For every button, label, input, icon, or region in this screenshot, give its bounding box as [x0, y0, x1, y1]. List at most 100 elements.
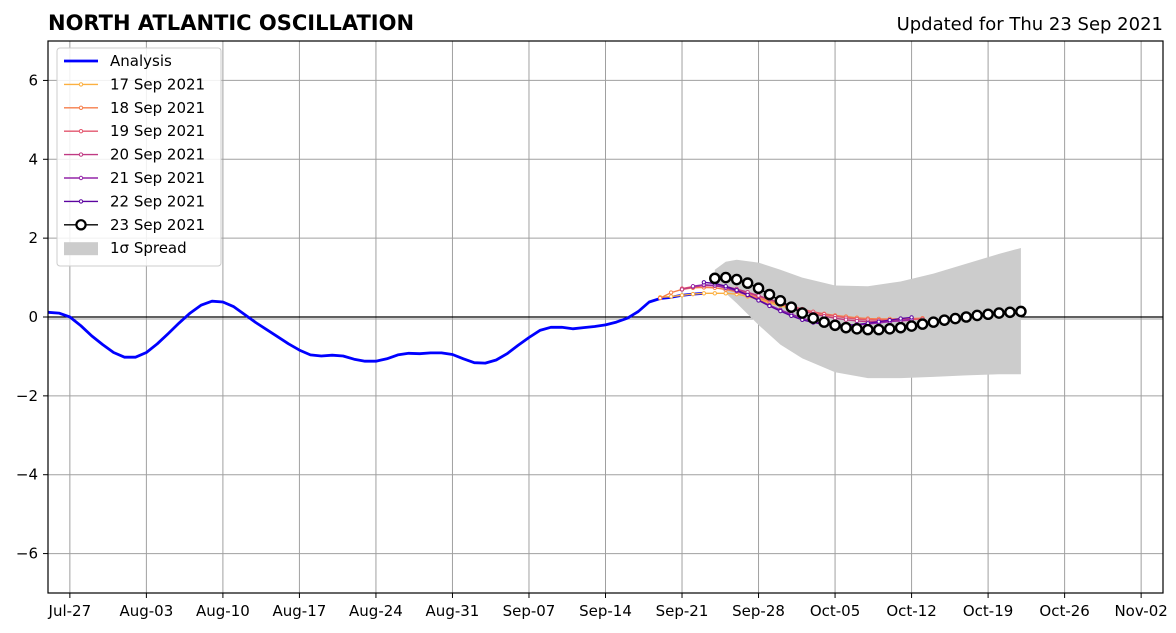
forecast-point: [883, 323, 896, 335]
forecast-point: [723, 291, 728, 296]
legend-marker: [78, 129, 84, 134]
x-tick-label: Oct-19: [963, 602, 1013, 620]
legend-marker: [78, 175, 84, 181]
spread-area: [714, 248, 1021, 379]
y-tick-label: 2: [28, 229, 38, 247]
legend-label: 17 Sep 2021: [110, 75, 205, 93]
x-tick-label: Oct-12: [886, 602, 936, 620]
forecast-point: [960, 311, 973, 323]
forecast-point: [668, 294, 674, 299]
x-tick-label: Oct-26: [1039, 602, 1089, 620]
forecast-point: [778, 308, 783, 314]
forecast-point: [690, 291, 696, 297]
x-tick-label: Aug-03: [119, 602, 173, 620]
forecast-point: [876, 319, 881, 324]
forecast-point: [949, 312, 962, 325]
updated-label: Updated for Thu 23 Sep 2021: [897, 14, 1163, 35]
x-tick-label: Nov-02: [1114, 602, 1167, 620]
forecast-point: [843, 317, 849, 322]
legend-label: 1σ Spread: [110, 239, 187, 257]
forecast-point: [887, 317, 892, 323]
analysis-line: [47, 291, 705, 365]
forecast-point: [898, 316, 903, 321]
legend-label: 21 Sep 2021: [110, 169, 205, 187]
forecast-point: [712, 291, 718, 296]
forecast-point: [679, 293, 685, 298]
forecast-point: [785, 301, 798, 313]
legend-label: 23 Sep 2021: [110, 216, 205, 234]
forecast-point: [730, 273, 743, 286]
legend-marker: [75, 219, 87, 231]
x-tick-label: Sep-28: [732, 602, 785, 620]
x-tick-label: Sep-21: [656, 602, 709, 620]
legend-marker: [78, 199, 84, 204]
spread-band: [714, 248, 1021, 379]
legend-label: 22 Sep 2021: [110, 192, 205, 210]
forecast-point: [993, 307, 1005, 319]
forecast-point: [854, 318, 860, 324]
y-tick-label: 6: [28, 71, 38, 89]
forecast-point: [1004, 306, 1016, 319]
axes: Jul-27 Aug-03 Aug-10 Aug-17 Aug-24 Aug-31 Sep-…: [16, 40, 1168, 620]
forecast-point: [938, 314, 951, 326]
forecast-point: [982, 308, 994, 321]
legend-label: Analysis: [110, 52, 172, 70]
forecast-point: [872, 323, 885, 336]
x-tick-label: Aug-17: [273, 602, 327, 620]
chart-title: NORTH ATLANTIC OSCILLATION: [48, 11, 414, 35]
forecast-point: [657, 295, 663, 301]
legend-marker: [78, 82, 84, 87]
x-tick-label: Aug-31: [426, 602, 480, 620]
forecast-point: [701, 291, 707, 296]
legend: Analysis 17 Sep 2021 18 Sep 2021 19 Sep 202…: [56, 47, 222, 267]
forecast-point: [723, 284, 728, 289]
y-tick-label: −4: [16, 466, 38, 484]
forecast-point: [807, 312, 819, 324]
x-tick-label: Sep-07: [503, 602, 556, 620]
forecast-point: [905, 320, 918, 332]
legend-label: 19 Sep 2021: [110, 122, 205, 140]
y-tick-label: 4: [28, 150, 38, 168]
legend-label: 18 Sep 2021: [110, 99, 205, 117]
y-tick-label: −2: [16, 387, 38, 405]
forecast-point: [862, 323, 874, 336]
forecast-point: [719, 271, 732, 284]
legend-label: 20 Sep 2021: [110, 146, 205, 164]
x-tick-label: Oct-05: [810, 602, 860, 620]
x-tick-label: Jul-27: [48, 602, 92, 620]
forecast-point: [916, 318, 929, 330]
forecast-point: [829, 319, 841, 332]
forecast-point: [763, 288, 776, 301]
legend-swatch-spread: [64, 242, 98, 256]
legend-box: [56, 47, 222, 267]
forecast-point: [1015, 305, 1027, 318]
forecast-point: [668, 290, 674, 295]
series-layer: [47, 271, 1027, 365]
forecast-point: [789, 313, 794, 319]
y-tick-label: 0: [28, 308, 38, 326]
forecast-point: [701, 280, 707, 285]
forecast-point: [756, 293, 761, 298]
forecast-point: [709, 272, 721, 285]
forecast-point: [971, 309, 983, 322]
forecast-point: [927, 316, 940, 328]
forecast-point: [679, 287, 685, 292]
forecast-point: [840, 321, 852, 334]
forecast-point: [909, 315, 914, 320]
forecast-point: [734, 287, 739, 293]
x-tick-label: Aug-10: [196, 602, 250, 620]
forecast-point: [894, 321, 907, 334]
x-tick-label: Sep-14: [579, 602, 632, 620]
forecast-point: [767, 303, 772, 309]
forecast-point: [796, 307, 809, 319]
legend-marker: [78, 152, 84, 157]
y-tick-label: −6: [16, 545, 38, 563]
forecast-point: [818, 316, 830, 328]
forecast-point: [832, 315, 838, 321]
forecast-point: [851, 323, 863, 335]
forecast-point: [690, 284, 696, 289]
forecast-point: [741, 277, 754, 289]
forecast-point: [752, 282, 765, 295]
forecast-point: [774, 295, 787, 307]
